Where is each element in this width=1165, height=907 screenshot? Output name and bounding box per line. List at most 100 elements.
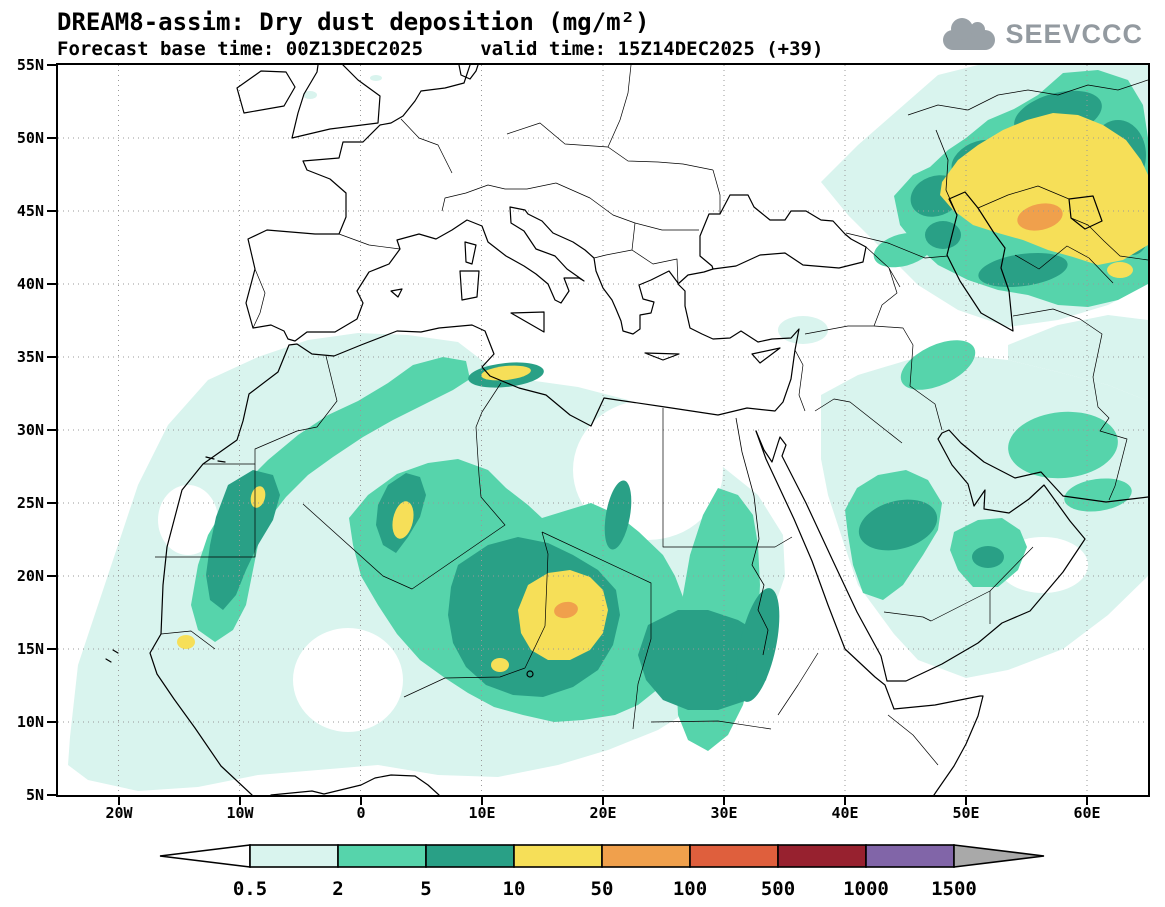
colorbar-tick-label: 50 — [590, 878, 614, 900]
dust-blob — [554, 601, 578, 619]
coastline-path — [510, 311, 545, 333]
colorbar-segment — [777, 844, 867, 868]
colorbar-segment — [865, 844, 955, 868]
colorbar — [159, 844, 1045, 868]
colorbar-tick-label: 1500 — [931, 878, 977, 900]
colorbar-segment — [425, 844, 515, 868]
dust-blob — [940, 113, 1148, 265]
border-path — [403, 667, 526, 698]
lat-label: 25N — [16, 494, 44, 512]
country-borders-layer — [155, 65, 1148, 766]
dust-blob — [303, 91, 317, 99]
lake-chad — [526, 670, 534, 678]
border-path — [794, 349, 806, 412]
cloud-icon — [943, 18, 996, 50]
colorbar-segment — [601, 844, 691, 868]
lat-label: 55N — [16, 56, 44, 74]
dust-blob — [1107, 262, 1133, 278]
axis-tick — [47, 137, 56, 139]
lat-label: 30N — [16, 421, 44, 439]
coastline-path — [105, 456, 226, 663]
dust-blob — [978, 252, 1068, 288]
border-path — [1012, 308, 1128, 501]
axis-tick — [360, 797, 362, 805]
axis-tick — [47, 721, 56, 723]
border-path — [155, 464, 256, 558]
dust-blob — [491, 658, 509, 672]
lat-label: 40N — [16, 275, 44, 293]
border-path — [712, 169, 721, 214]
dust-blob — [604, 480, 632, 550]
dust-blob — [370, 75, 382, 81]
colorbar-tick-label: 100 — [672, 878, 708, 900]
axis-tick — [47, 283, 56, 285]
axis-tick — [118, 797, 120, 805]
colorbar-segment — [337, 844, 427, 868]
colorbar-tick-label: 2 — [332, 878, 344, 900]
border-path — [1070, 217, 1148, 261]
border-path — [506, 122, 714, 171]
coastline-path — [644, 352, 680, 361]
border-path — [845, 232, 949, 259]
lon-label: 60E — [1073, 804, 1101, 822]
coastline-path — [458, 65, 479, 80]
colorbar-tick-label: 1000 — [843, 878, 889, 900]
lat-label: 20N — [16, 567, 44, 585]
border-path — [907, 79, 1148, 116]
seevccc-logo: SEEVCCC — [943, 18, 1143, 50]
lon-label: 20E — [589, 804, 617, 822]
coastline-path — [755, 430, 984, 795]
colorbar-left-arrow — [159, 844, 251, 868]
border-path — [814, 398, 903, 444]
colorbar-segment — [689, 844, 779, 868]
border-path — [252, 268, 266, 329]
colorbar-segment — [249, 844, 339, 868]
colorbar-tick-label: 0.5 — [232, 878, 268, 900]
axis-tick — [239, 797, 241, 805]
dust-blob — [858, 499, 938, 551]
coastline-path — [1068, 195, 1103, 230]
lat-label: 45N — [16, 202, 44, 220]
border-path — [593, 249, 633, 259]
lat-label: 35N — [16, 348, 44, 366]
border-path — [400, 118, 453, 174]
axis-tick — [47, 575, 56, 577]
border-path — [977, 185, 1070, 209]
colorbar-tick-label: 10 — [502, 878, 526, 900]
map-plot — [58, 65, 1148, 795]
dust-blob — [1008, 411, 1118, 479]
dust-blob — [392, 501, 414, 539]
axis-tick — [1086, 797, 1088, 805]
border-path — [1014, 245, 1114, 284]
border-path — [883, 546, 1034, 622]
lon-label: 10E — [468, 804, 496, 822]
clear-area — [293, 628, 403, 732]
border-path — [607, 65, 632, 148]
logo-text: SEEVCCC — [1005, 18, 1143, 49]
dust-blob — [1017, 203, 1063, 231]
lon-label: 10W — [226, 804, 254, 822]
lon-label: 0 — [356, 804, 366, 822]
border-path — [631, 222, 679, 285]
border-path — [338, 233, 401, 250]
colorbar-right-arrow — [953, 844, 1045, 868]
dust-blob — [736, 588, 780, 702]
coastline-path — [755, 429, 1148, 682]
colorbar-segment — [513, 844, 603, 868]
coastline-path — [270, 774, 440, 795]
coastline-path — [390, 288, 403, 298]
gridline-layer — [58, 65, 1148, 795]
dust-blob — [925, 221, 961, 249]
border-path — [873, 267, 898, 327]
coastline-path — [459, 270, 480, 301]
dust-blob — [177, 635, 195, 649]
dust-level-10-layer — [177, 113, 1148, 672]
axis-tick — [481, 797, 483, 805]
border-path — [662, 408, 793, 548]
lon-label: 30E — [710, 804, 738, 822]
border-path — [650, 720, 772, 730]
lat-label: 5N — [25, 786, 44, 804]
axis-tick — [47, 502, 56, 504]
coastline-path — [245, 65, 679, 342]
